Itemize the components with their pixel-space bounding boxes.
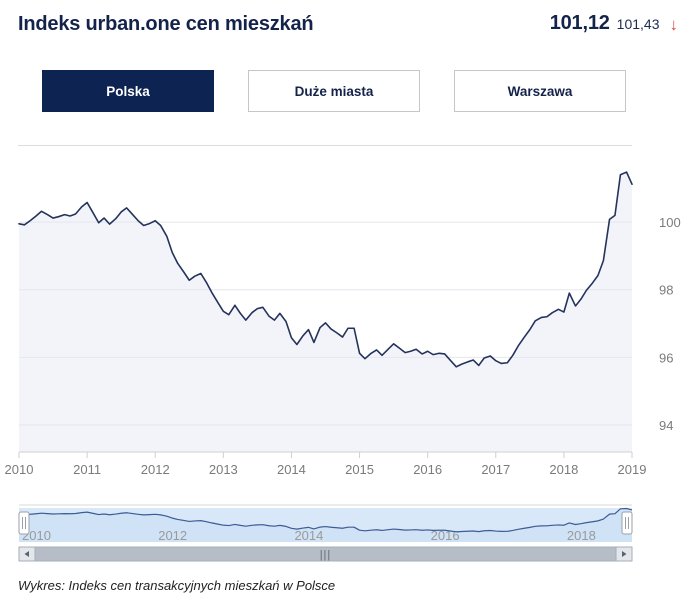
chart-caption: Wykres: Indeks cen transakcyjnych mieszk… [18,578,336,593]
y-axis-label-96: 96 [659,350,673,365]
navigator-canvas[interactable]: 2010 2012 2014 2016 2018||| [0,500,694,562]
x-axis-label-2016: 2016 [413,462,442,477]
tab-warszawa[interactable]: Warszawa [454,70,626,112]
chart-navigator[interactable]: 2010 2012 2014 2016 2018 ||| [0,500,694,562]
y-axis-label-100: 100 [659,215,681,230]
chart-canvas[interactable]: 100 98 96 94 2010 2011 2012 2013 2014 2015 2016 201… [0,150,694,490]
y-axis-label-94: 94 [659,418,673,433]
x-axis-label-2018: 2018 [549,462,578,477]
navigator-handle-right[interactable] [621,511,633,535]
x-axis-label-2017: 2017 [481,462,510,477]
scrollbar-right-arrow-icon [622,551,627,557]
previous-index-value: 101,43 [616,16,660,32]
header: Indeks urban.one cen mieszkań 101,12 101… [0,0,694,52]
navigator-handle-left[interactable] [18,511,30,535]
x-axis-label-2011: 2011 [73,462,101,477]
price-index-chart: 100 98 96 94 2010 2011 2012 2013 2014 2015 2016 201… [0,150,694,490]
tab-polska[interactable]: Polska [42,70,214,112]
x-axis-label-2013: 2013 [209,462,238,477]
tab-duze-miasta[interactable]: Duże miasta [248,70,420,112]
navigator-handle-right-body[interactable] [621,511,633,535]
navigator-year-label-2018: 2018 [567,528,596,543]
header-divider [18,145,632,146]
x-axis-label-2015: 2015 [345,462,374,477]
x-axis-label-2019: 2019 [618,462,647,477]
scrollbar-grip-icon[interactable]: ||| [320,549,332,561]
scrollbar-left-arrow-icon [24,551,29,557]
index-value-group: 101,12 101,43 ↓ [550,12,678,35]
y-axis-label-98: 98 [659,283,673,298]
navigator-area-fill [19,508,632,542]
x-axis-label-2012: 2012 [141,462,170,477]
navigator-line-series [18,507,633,533]
navigator-handle-left-body[interactable] [18,511,30,535]
current-index-value: 101,12 [549,12,610,34]
navigator-year-label-2012: 2012 [158,528,187,543]
trend-down-arrow-icon: ↓ [669,15,679,34]
chart-area-fill [19,172,632,452]
navigator-year-label-2014: 2014 [294,528,323,543]
region-tabs: Polska Duże miasta Warszawa [42,70,626,112]
page-title: Indeks urban.one cen mieszkań [18,13,314,35]
x-axis-label-2014: 2014 [277,462,306,477]
chart-line-series [18,171,633,368]
x-axis-label-2010: 2010 [5,462,34,477]
